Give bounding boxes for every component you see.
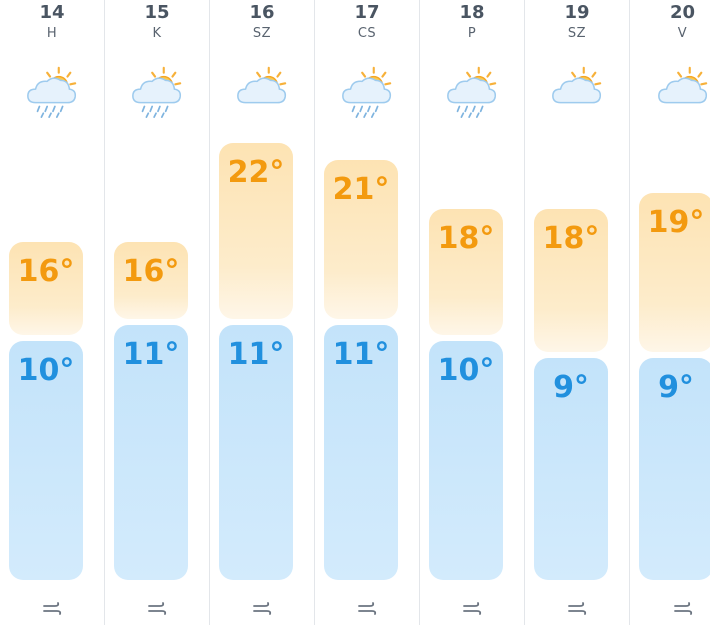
wind-icon	[357, 600, 377, 615]
high-temp-bar: 18°	[534, 209, 608, 352]
forecast-day[interactable]: 17 CS 21° 11°	[315, 0, 420, 625]
forecast-day[interactable]: 20 V 19° 9°	[630, 0, 710, 625]
high-temp: 18°	[437, 221, 495, 257]
day-of-week: K	[152, 26, 162, 41]
low-temp: 10°	[437, 353, 495, 389]
high-temp: 19°	[647, 204, 705, 240]
rain-cloud-sun-icon	[24, 64, 80, 120]
day-of-week: H	[46, 26, 58, 41]
low-temp: 11°	[122, 336, 180, 372]
day-of-week: CS	[357, 26, 377, 41]
day-of-week: SZ	[252, 26, 272, 41]
day-number: 17	[354, 2, 380, 23]
low-temp: 9°	[553, 369, 589, 405]
day-of-week: P	[467, 26, 477, 41]
day-number: 15	[144, 2, 170, 23]
wind-icon	[673, 600, 693, 615]
high-temp: 21°	[332, 171, 390, 207]
wind-icon	[42, 600, 62, 615]
high-temp: 16°	[122, 254, 180, 290]
low-temp-bar: 10°	[429, 341, 503, 580]
high-temp: 16°	[17, 254, 75, 290]
high-temp-bar: 21°	[324, 159, 398, 319]
rain-cloud-sun-icon	[129, 64, 185, 120]
high-temp-bar: 16°	[114, 242, 188, 319]
high-temp-bar: 18°	[429, 209, 503, 336]
day-of-week: SZ	[567, 26, 587, 41]
forecast-day[interactable]: 16 SZ 22° 11°	[210, 0, 315, 625]
low-temp-bar: 11°	[219, 324, 293, 580]
forecast-day[interactable]: 15 K 16° 11°	[105, 0, 210, 625]
day-number: 20	[669, 2, 696, 23]
wind-icon	[567, 600, 587, 615]
day-number: 16	[249, 2, 275, 23]
low-temp: 10°	[17, 353, 75, 389]
wind-icon	[252, 600, 272, 615]
low-temp: 11°	[332, 336, 390, 372]
low-temp-bar: 9°	[534, 357, 608, 580]
sun-behind-cloud-icon	[234, 64, 290, 120]
day-number: 18	[459, 2, 485, 23]
sun-behind-cloud-icon	[655, 64, 710, 120]
sun-behind-cloud-icon	[549, 64, 605, 120]
forecast-day[interactable]: 18 P 18° 10°	[420, 0, 525, 625]
forecast-day[interactable]: 19 SZ 18° 9°	[525, 0, 630, 625]
low-temp: 9°	[658, 369, 694, 405]
rain-cloud-sun-icon	[339, 64, 395, 120]
low-temp-bar: 10°	[9, 341, 83, 580]
high-temp: 18°	[542, 221, 600, 257]
low-temp-bar: 11°	[114, 324, 188, 580]
day-number: 19	[564, 2, 590, 23]
high-temp-bar: 16°	[9, 242, 83, 336]
low-temp-bar: 11°	[324, 324, 398, 580]
low-temp-bar: 9°	[639, 357, 710, 580]
wind-icon	[147, 600, 167, 615]
wind-icon	[462, 600, 482, 615]
high-temp-bar: 22°	[219, 143, 293, 319]
day-of-week: V	[677, 26, 688, 41]
forecast-day[interactable]: 14 H 16° 10°	[0, 0, 105, 625]
low-temp: 11°	[227, 336, 285, 372]
high-temp-bar: 19°	[639, 192, 710, 352]
day-number: 14	[39, 2, 65, 23]
high-temp: 22°	[227, 155, 285, 191]
rain-cloud-sun-icon	[444, 64, 500, 120]
